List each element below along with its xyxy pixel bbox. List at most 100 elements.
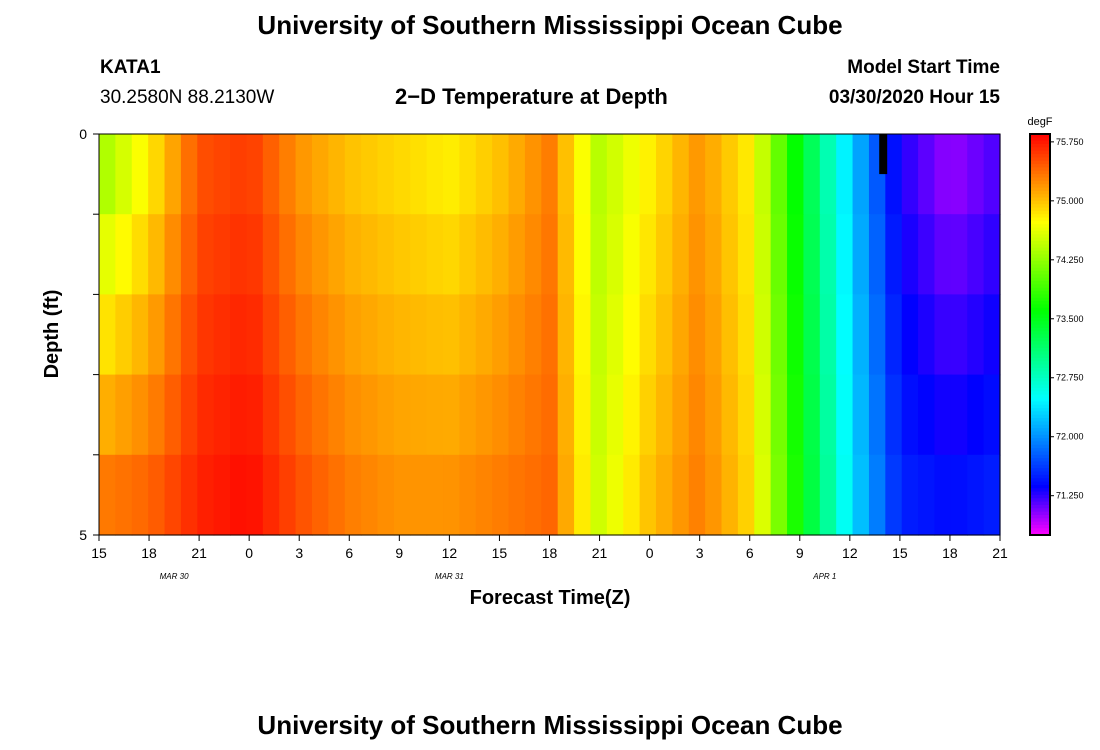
- colorbar-segment: [1030, 301, 1050, 305]
- heatmap-cell: [377, 134, 395, 215]
- heatmap-cell: [426, 134, 444, 215]
- colorbar-segment: [1030, 164, 1050, 168]
- heatmap-cell: [164, 134, 182, 215]
- page-title: University of Southern Mississippi Ocean…: [257, 10, 843, 40]
- heatmap-cell: [197, 454, 215, 536]
- colorbar-segment: [1030, 341, 1050, 346]
- heatmap-cell: [180, 214, 198, 295]
- colorbar-segment: [1030, 414, 1050, 419]
- colorbar-segment: [1030, 180, 1050, 185]
- colorbar-segment: [1030, 224, 1050, 229]
- heatmap-cell: [492, 454, 510, 536]
- heatmap-cell: [541, 454, 559, 536]
- heatmap-cell: [475, 214, 493, 295]
- colorbar-segment: [1030, 494, 1050, 499]
- heatmap-cell: [410, 294, 428, 376]
- heatmap-cell: [410, 374, 428, 456]
- heatmap-cell: [99, 454, 116, 536]
- heatmap-cell: [705, 454, 723, 536]
- colorbar-segment: [1030, 134, 1050, 138]
- heatmap-cell: [934, 214, 952, 295]
- heatmap-cell: [639, 454, 657, 536]
- heatmap-cell: [787, 134, 805, 215]
- heatmap-cell: [623, 374, 641, 456]
- heatmap-cell: [246, 374, 264, 456]
- heatmap-cell: [443, 454, 460, 536]
- colorbar-segment: [1030, 190, 1050, 195]
- colorbar-segment: [1030, 528, 1050, 533]
- colorbar-segment: [1030, 361, 1050, 366]
- heatmap-cell: [557, 374, 575, 456]
- heatmap-cell: [885, 454, 903, 536]
- colorbar-segment: [1030, 287, 1050, 292]
- heatmap-cell: [950, 214, 968, 295]
- heatmap-cell: [705, 374, 723, 456]
- colorbar-segment: [1030, 230, 1050, 235]
- x-tick-label: 15: [492, 545, 508, 561]
- heatmap-cell: [230, 294, 248, 376]
- colorbar-segment: [1030, 498, 1050, 503]
- heatmap-cell: [590, 294, 608, 376]
- heatmap-cell: [541, 214, 559, 295]
- colorbar-segment: [1030, 514, 1050, 519]
- heatmap-cell: [410, 134, 428, 215]
- x-tick-label: 18: [942, 545, 958, 561]
- heatmap-cell: [672, 374, 690, 456]
- y-tick-label: 5: [79, 527, 87, 543]
- heatmap-cell: [492, 374, 510, 456]
- heatmap-cell: [803, 454, 821, 536]
- heatmap-cell: [590, 134, 608, 215]
- heatmap-cell: [459, 454, 477, 536]
- heatmap-cell: [328, 374, 346, 456]
- heatmap-cell: [852, 374, 870, 456]
- heatmap-cell: [180, 374, 198, 456]
- heatmap-cell: [623, 214, 641, 295]
- heatmap-cell: [852, 214, 870, 295]
- colorbar-segment: [1030, 377, 1050, 382]
- colorbar-segment: [1030, 281, 1050, 285]
- heatmap-cell: [655, 374, 673, 456]
- heatmap-cell: [115, 294, 133, 376]
- heatmap-cell: [393, 454, 411, 536]
- colorbar-segment: [1030, 474, 1050, 479]
- heatmap-cell: [377, 294, 395, 376]
- station-coords: 30.2580N 88.2130W: [100, 87, 275, 108]
- heatmap-cell: [754, 374, 772, 456]
- heatmap-cell: [852, 454, 870, 536]
- heatmap-cell: [508, 454, 526, 536]
- heatmap-cell: [934, 374, 952, 456]
- heatmap-cell: [115, 374, 133, 456]
- heatmap-cell: [148, 214, 166, 295]
- heatmap-cell: [361, 294, 379, 376]
- x-tick-label: 12: [442, 545, 458, 561]
- heatmap-cell: [213, 294, 231, 376]
- colorbar-segment: [1030, 404, 1050, 409]
- heatmap-cell: [361, 454, 379, 536]
- heatmap-cell: [770, 294, 788, 376]
- colorbar-segment: [1030, 147, 1050, 152]
- colorbar-segment: [1030, 264, 1050, 269]
- heatmap-cell: [983, 454, 1001, 536]
- colorbar-segment: [1030, 371, 1050, 376]
- heatmap-cell: [557, 134, 575, 215]
- heatmap-cell: [655, 214, 673, 295]
- heatmap-cell: [492, 294, 510, 376]
- colorbar-segment: [1030, 197, 1050, 202]
- colorbar-segment: [1030, 177, 1050, 182]
- colorbar-segment: [1030, 471, 1050, 476]
- heatmap-cell: [295, 454, 313, 536]
- model-start-value: 03/30/2020 Hour 15: [828, 87, 1000, 108]
- colorbar-segment: [1030, 354, 1050, 359]
- heatmap-cell: [541, 294, 559, 376]
- colorbar-segment: [1030, 137, 1050, 142]
- heatmap-cell: [983, 134, 1001, 215]
- colorbar-segment: [1030, 524, 1050, 529]
- heatmap-cell: [901, 454, 919, 536]
- colorbar-segment: [1030, 481, 1050, 486]
- heatmap-cell: [344, 214, 362, 295]
- heatmap-cell: [590, 214, 608, 295]
- heatmap-cell: [426, 214, 444, 295]
- heatmap-cell: [393, 374, 411, 456]
- heatmap-cell: [459, 374, 477, 456]
- heatmap-cell: [967, 214, 985, 295]
